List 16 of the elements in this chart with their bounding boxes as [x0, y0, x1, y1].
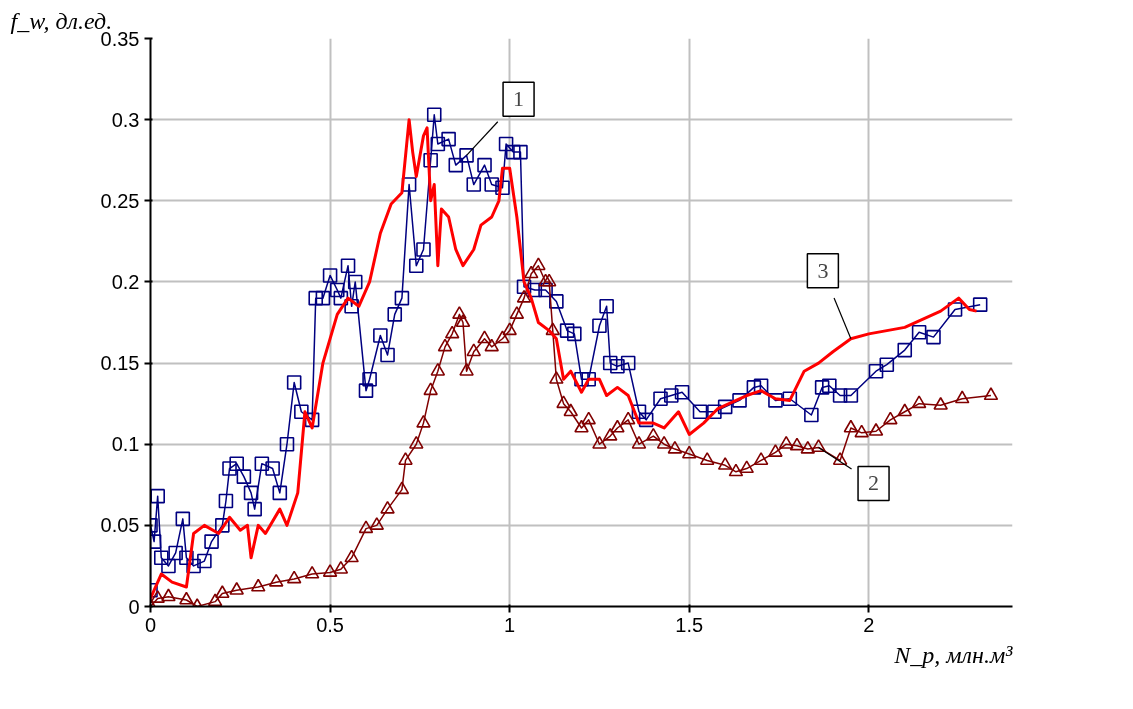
x-tick-label: 1.5	[675, 613, 704, 636]
annotation: 1	[513, 86, 525, 112]
x-tick-label: 0.5	[316, 613, 344, 636]
annotation: 3	[817, 257, 829, 283]
x-axis-title: N_p, млн.м³	[893, 641, 1014, 668]
x-tick-label: 1	[504, 613, 516, 636]
y-tick-label: 0.1	[111, 433, 140, 456]
x-tick-label: 0	[144, 613, 157, 636]
y-tick-label: 0.2	[111, 270, 140, 293]
y-tick-label: 0.25	[100, 189, 140, 212]
y-tick-label: 0.3	[111, 108, 140, 131]
x-tick-label: 2	[863, 613, 875, 636]
y-tick-label: 0.05	[100, 514, 140, 537]
y-tick-label: 0.15	[100, 352, 140, 375]
annotation: 2	[868, 470, 880, 496]
y-tick-label: 0	[128, 595, 140, 618]
